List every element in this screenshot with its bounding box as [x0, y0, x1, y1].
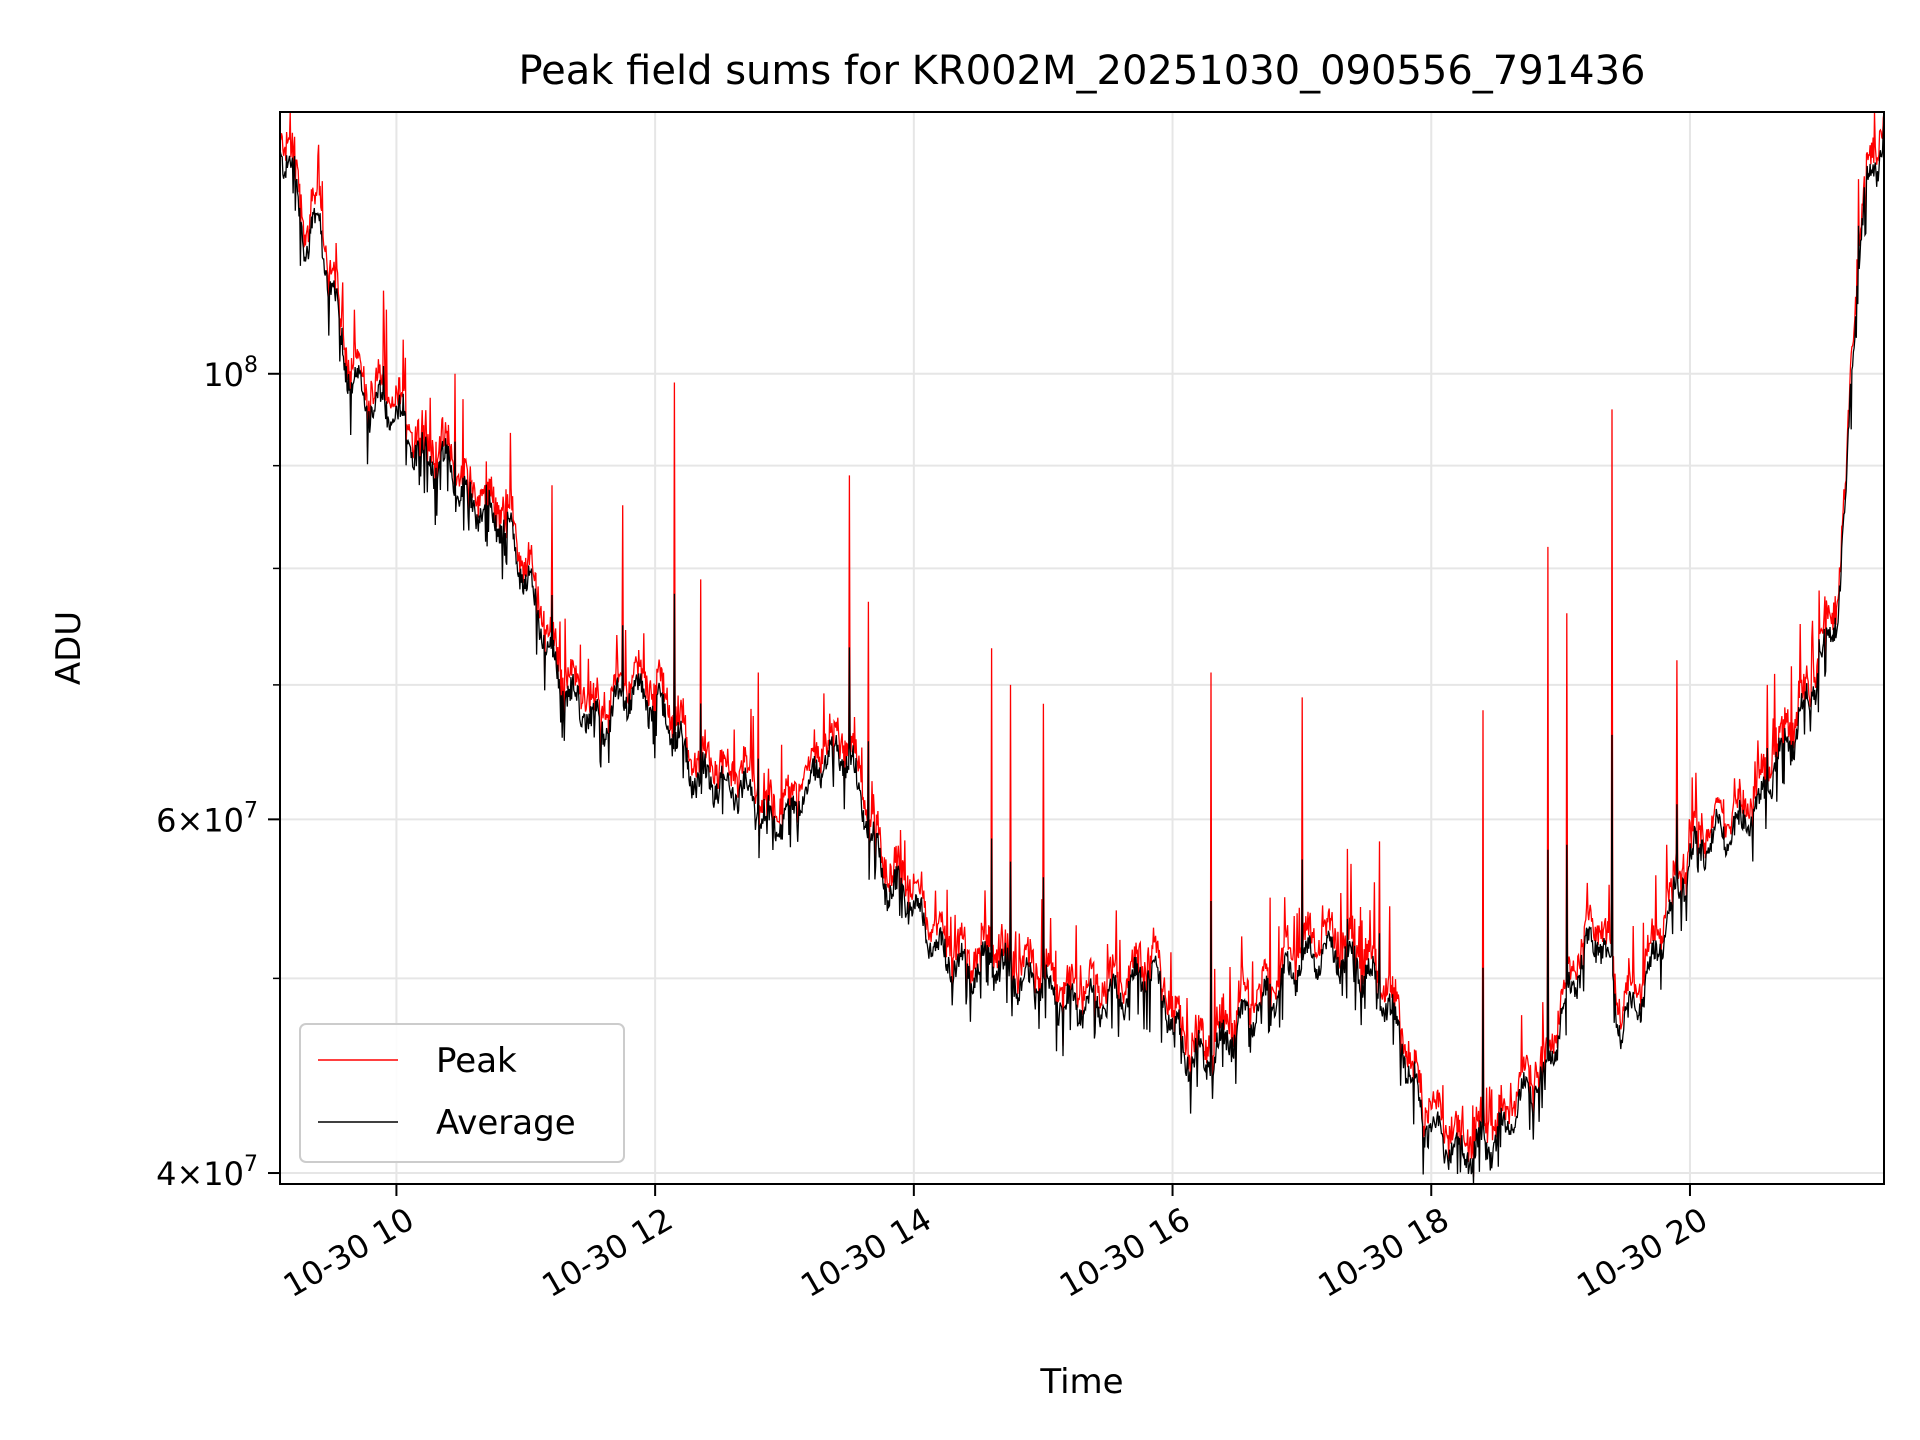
y-tick-label: 108 — [203, 353, 258, 394]
legend-box — [299, 1023, 625, 1163]
x-tick-label: 10-30 16 — [1053, 1200, 1197, 1305]
x-tick-label: 10-30 14 — [794, 1200, 938, 1305]
legend-label-peak: Peak — [436, 1041, 517, 1081]
chart-title: Peak field sums for KR002M_20251030_0905… — [518, 48, 1645, 94]
y-axis-label: ADU — [49, 611, 89, 685]
y-axis-ticks: 4×107 6×107 108 — [156, 353, 280, 1193]
peak-line — [280, 112, 1884, 1177]
x-tick-label: 10-30 10 — [277, 1200, 421, 1305]
x-tick-label: 10-30 12 — [536, 1200, 680, 1305]
x-tick-label: 10-30 18 — [1312, 1200, 1456, 1305]
series-average — [280, 121, 1884, 1184]
legend-label-average: Average — [436, 1103, 576, 1143]
grid — [280, 112, 1884, 1184]
series-peak — [280, 112, 1884, 1177]
x-tick-label: 10-30 20 — [1570, 1200, 1714, 1305]
legend: Peak Average — [299, 1023, 625, 1163]
plot-frame — [279, 111, 1885, 1185]
average-line — [280, 121, 1884, 1184]
x-axis-label: Time — [1039, 1362, 1123, 1402]
y-tick-label: 4×107 — [156, 1152, 258, 1193]
x-axis-ticks: 10-30 10 10-30 12 10-30 14 10-30 16 10-30 18… — [277, 1184, 1714, 1305]
y-tick-label: 6×107 — [156, 798, 258, 839]
